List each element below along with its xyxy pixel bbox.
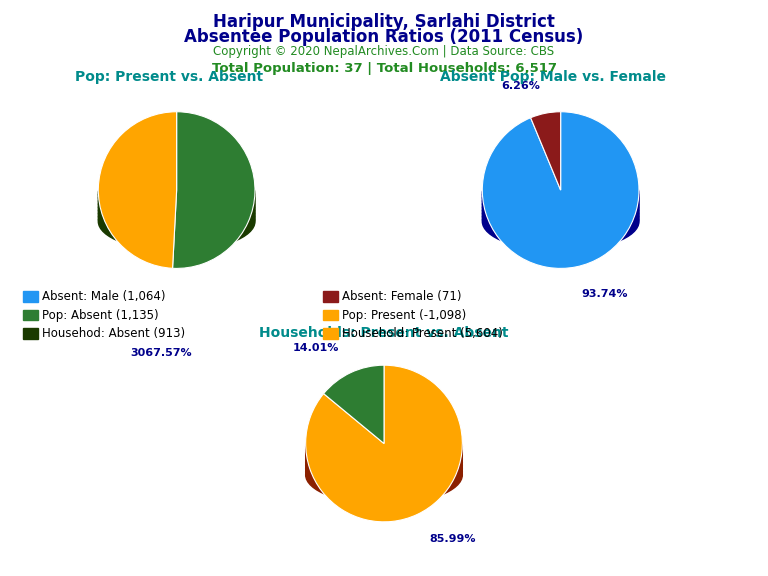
Text: Household: Present (5,604): Household: Present (5,604) xyxy=(342,327,502,340)
Ellipse shape xyxy=(482,173,639,232)
Ellipse shape xyxy=(482,180,639,238)
Ellipse shape xyxy=(306,439,462,498)
Ellipse shape xyxy=(98,192,255,251)
Text: Households: Present vs. Absent: Households: Present vs. Absent xyxy=(260,326,508,340)
Ellipse shape xyxy=(98,170,255,229)
Ellipse shape xyxy=(482,176,639,235)
Ellipse shape xyxy=(482,189,639,248)
Text: 14.01%: 14.01% xyxy=(293,343,339,353)
Text: 3067.57%: 3067.57% xyxy=(131,348,192,358)
Ellipse shape xyxy=(306,417,462,476)
Ellipse shape xyxy=(98,186,255,245)
Wedge shape xyxy=(531,112,561,190)
Text: Absent Pop: Male vs. Female: Absent Pop: Male vs. Female xyxy=(440,70,666,84)
Text: Absentee Population Ratios (2011 Census): Absentee Population Ratios (2011 Census) xyxy=(184,28,584,46)
Text: 93.74%: 93.74% xyxy=(581,289,627,299)
Text: Pop: Present (-1,098): Pop: Present (-1,098) xyxy=(342,309,466,321)
Ellipse shape xyxy=(482,167,639,226)
Text: Househod: Absent (913): Househod: Absent (913) xyxy=(42,327,185,340)
Ellipse shape xyxy=(306,436,462,495)
Ellipse shape xyxy=(98,180,255,238)
Ellipse shape xyxy=(98,173,255,232)
Wedge shape xyxy=(98,112,177,268)
Text: Haripur Municipality, Sarlahi District: Haripur Municipality, Sarlahi District xyxy=(213,13,555,31)
Wedge shape xyxy=(482,112,639,268)
Text: Total Population: 37 | Total Households: 6,517: Total Population: 37 | Total Households:… xyxy=(211,62,557,75)
Wedge shape xyxy=(173,112,255,268)
Ellipse shape xyxy=(482,183,639,241)
Text: Copyright © 2020 NepalArchives.Com | Data Source: CBS: Copyright © 2020 NepalArchives.Com | Dat… xyxy=(214,45,554,58)
Ellipse shape xyxy=(306,430,462,488)
Ellipse shape xyxy=(482,192,639,251)
Ellipse shape xyxy=(98,176,255,235)
Text: Absent: Male (1,064): Absent: Male (1,064) xyxy=(42,290,166,303)
Wedge shape xyxy=(306,365,462,522)
Ellipse shape xyxy=(98,183,255,241)
Ellipse shape xyxy=(98,164,255,222)
Ellipse shape xyxy=(98,189,255,248)
Ellipse shape xyxy=(306,423,462,482)
Ellipse shape xyxy=(482,170,639,229)
Ellipse shape xyxy=(306,445,462,504)
Text: 6.26%: 6.26% xyxy=(501,81,540,92)
Ellipse shape xyxy=(482,186,639,245)
Wedge shape xyxy=(323,365,384,444)
Ellipse shape xyxy=(306,420,462,479)
Ellipse shape xyxy=(306,442,462,501)
Text: Absent: Female (71): Absent: Female (71) xyxy=(342,290,462,303)
Ellipse shape xyxy=(482,164,639,222)
Ellipse shape xyxy=(306,427,462,486)
Text: Pop: Present vs. Absent: Pop: Present vs. Absent xyxy=(75,70,263,84)
Text: Pop: Absent (1,135): Pop: Absent (1,135) xyxy=(42,309,159,321)
Ellipse shape xyxy=(98,167,255,226)
Ellipse shape xyxy=(306,433,462,492)
Text: 85.99%: 85.99% xyxy=(429,534,475,544)
